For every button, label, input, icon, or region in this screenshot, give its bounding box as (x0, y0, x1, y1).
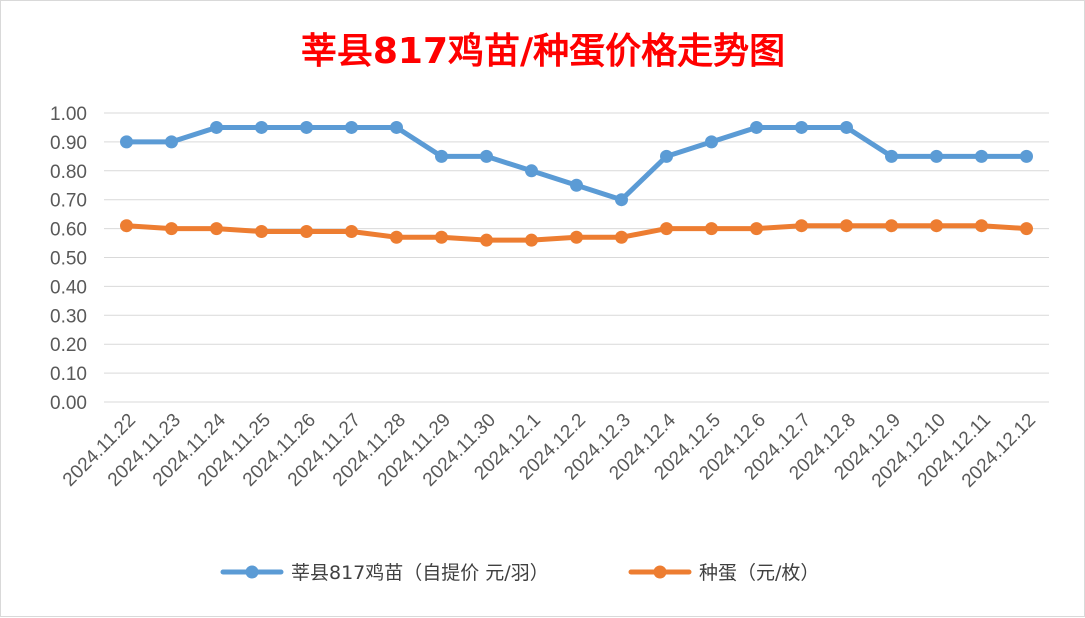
data-point (525, 164, 538, 178)
data-point (165, 222, 178, 236)
data-point (345, 120, 358, 134)
legend-item: 莘县817鸡苗（自提价 元/羽） (220, 562, 549, 584)
data-point (705, 222, 718, 236)
data-point (840, 219, 853, 233)
y-axis-ticks: 0.00 0.10 0.20 0.30 0.40 0.50 0.60 0.70 0.80 0.90… (50, 104, 87, 414)
y-tick-label: 0.00 (50, 393, 87, 414)
data-point (975, 219, 988, 233)
legend-label: 种蛋（元/枚） (699, 562, 819, 584)
x-axis-ticks: 2024.11.222024.11.232024.11.242024.11.25… (59, 409, 1040, 491)
y-tick-label: 0.40 (50, 277, 87, 298)
data-point (930, 219, 943, 233)
data-point (1020, 149, 1033, 163)
data-point (300, 224, 313, 238)
y-tick-label: 0.70 (50, 191, 87, 212)
data-point (885, 219, 898, 233)
series-lines (120, 120, 1033, 247)
data-point (345, 224, 358, 238)
data-point (435, 149, 448, 163)
data-point (795, 219, 808, 233)
data-point (750, 222, 763, 236)
data-point (840, 120, 853, 134)
data-point (615, 193, 628, 207)
data-point (570, 230, 583, 244)
y-tick-label: 1.00 (50, 104, 87, 125)
data-point (480, 149, 493, 163)
series-1 (120, 120, 1033, 207)
chart-title: 莘县817鸡苗/种蛋价格走势图 (301, 31, 785, 72)
data-point (300, 120, 313, 134)
data-point (435, 230, 448, 244)
data-point (210, 120, 223, 134)
y-tick-label: 0.20 (50, 335, 87, 356)
y-tick-label: 0.80 (50, 162, 87, 183)
y-tick-label: 0.50 (50, 249, 87, 270)
y-tick-label: 0.30 (50, 306, 87, 327)
legend-swatch-marker (653, 565, 667, 579)
y-tick-label: 0.10 (50, 364, 87, 385)
data-point (795, 120, 808, 134)
legend-label: 莘县817鸡苗（自提价 元/羽） (291, 562, 549, 584)
y-tick-label: 0.60 (50, 220, 87, 241)
data-point (750, 120, 763, 134)
data-point (165, 135, 178, 149)
data-point (390, 120, 403, 134)
data-point (525, 233, 538, 247)
data-point (975, 149, 988, 163)
legend-item: 种蛋（元/枚） (628, 562, 819, 584)
legend-swatch-marker (245, 565, 259, 579)
y-tick-label: 0.90 (50, 133, 87, 154)
series-2 (120, 219, 1033, 247)
data-point (705, 135, 718, 149)
data-point (1020, 222, 1033, 236)
legend: 莘县817鸡苗（自提价 元/羽） 种蛋（元/枚） (220, 562, 819, 584)
data-point (255, 224, 268, 238)
data-point (390, 230, 403, 244)
data-point (660, 222, 673, 236)
data-point (660, 149, 673, 163)
data-point (480, 233, 493, 247)
data-point (615, 230, 628, 244)
data-point (885, 149, 898, 163)
data-point (255, 120, 268, 134)
data-point (120, 135, 133, 149)
data-point (210, 222, 223, 236)
data-point (120, 219, 133, 233)
data-point (930, 149, 943, 163)
data-point (570, 178, 583, 192)
